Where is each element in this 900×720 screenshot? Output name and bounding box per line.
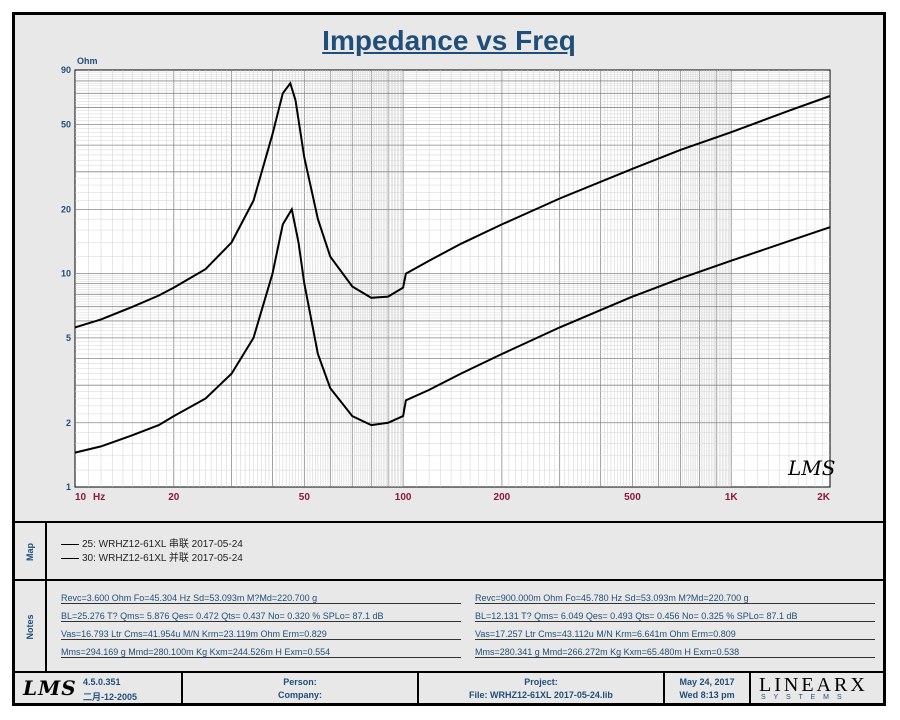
series-2-line <box>74 206 831 454</box>
report-date: May 24, 2017 <box>679 677 735 687</box>
map-entry-2: 30: WRHZ12-61XL 并联 2017-05-24 <box>61 549 243 564</box>
y-tick-label: 50 <box>61 119 71 129</box>
x-tick-label: 1K <box>725 492 739 503</box>
footer-date-cell: May 24, 2017 Wed 8:13 pm <box>665 673 751 705</box>
note-left-1: Revc=3.600 Ohm Fo=45.304 Hz Sd=53.093m M… <box>61 593 461 604</box>
x-tick-label: 10 <box>75 492 87 503</box>
y-tick-label: 20 <box>61 204 71 214</box>
note-left-4: Mms=294.169 g Mmd=280.100m Kg Kxm=244.52… <box>61 647 461 658</box>
note-left-2: BL=25.276 T? Qms= 5.876 Qes= 0.472 Qts= … <box>61 611 461 622</box>
note-right-3: Vas=17.257 Ltr Cms=43.112u M/N Krm=6.641… <box>475 629 875 640</box>
brand-sub: S Y S T E M S <box>761 694 845 701</box>
lms-logo: LMS <box>23 676 77 700</box>
map-entry-1-text: 25: WRHZ12-61XL 串联 2017-05-24 <box>82 539 243 550</box>
company-label: Company: <box>277 690 322 700</box>
impedance-chart: 10 20 50 100 200 500 1K 2K Hz 1 2 5 10 20 50 90 Ohm LMS <box>61 56 835 503</box>
notes-panel: Notes Revc=3.600 Ohm Fo=45.304 Hz Sd=53.… <box>15 579 883 673</box>
note-right-4: Mms=280.341 g Mmd=266.272m Kg Kxm=65.480… <box>475 647 875 658</box>
x-tick-label: 200 <box>494 492 511 503</box>
x-axis-label: Hz <box>93 492 105 503</box>
map-entry-1: 25: WRHZ12-61XL 串联 2017-05-24 <box>61 535 243 550</box>
series-2-swatch <box>61 557 79 559</box>
report-time: Wed 8:13 pm <box>679 690 735 700</box>
map-entry-2-text: 30: WRHZ12-61XL 并联 2017-05-24 <box>82 553 243 564</box>
x-tick-label: 50 <box>299 492 311 503</box>
notes-label-cell: Notes <box>15 581 47 673</box>
footer-version-cell: LMS 4.5.0.351 二月-12-2005 <box>15 673 183 705</box>
footer-bar: LMS 4.5.0.351 二月-12-2005 Person: Company… <box>15 671 883 705</box>
y-tick-label: 90 <box>61 65 71 75</box>
x-tick-label: 100 <box>395 492 412 503</box>
y-tick-label: 10 <box>61 269 71 279</box>
y-tick-label: 1 <box>66 482 71 492</box>
note-right-1: Revc=900.000m Ohm Fo=45.780 Hz Sd=53.093… <box>475 593 875 604</box>
footer-project-cell: Project: File: WRHZ12-61XL 2017-05-24.li… <box>419 673 665 705</box>
chart-title: Impedance vs Freq <box>322 25 576 56</box>
plot-area <box>74 69 831 488</box>
report-frame: Impedance vs Freq 10 20 50 100 200 500 1K 2K Hz 1… <box>12 12 886 706</box>
footer-person-cell: Person: Company: <box>183 673 419 705</box>
note-right-2: BL=12.131 T? Qms= 6.049 Qes= 0.493 Qts= … <box>475 611 875 622</box>
linearx-logo: LINEARX S Y S T E M S <box>751 673 883 705</box>
lms-watermark: LMS <box>787 456 835 480</box>
notes-label: Notes <box>25 614 35 640</box>
series-1-swatch <box>61 543 79 545</box>
y-axis-label: Ohm <box>77 56 98 66</box>
y-tick-label: 2 <box>66 418 71 428</box>
y-tick-label: 5 <box>66 333 71 343</box>
person-label: Person: <box>283 677 317 687</box>
x-tick-label: 20 <box>168 492 180 503</box>
x-tick-label: 500 <box>624 492 641 503</box>
note-left-3: Vas=16.793 Ltr Cms=41.954u M/N Krm=23.11… <box>61 629 461 640</box>
brand-name: LINEARX <box>759 674 868 696</box>
file-label: File: WRHZ12-61XL 2017-05-24.lib <box>469 690 613 700</box>
series-1-line <box>74 81 831 329</box>
map-label-cell: Map <box>15 523 47 581</box>
map-label: Map <box>25 543 35 561</box>
version-number: 4.5.0.351 <box>83 677 121 687</box>
x-tick-label: 2K <box>817 492 831 503</box>
version-date: 二月-12-2005 <box>83 692 138 702</box>
project-label: Project: <box>524 677 558 687</box>
map-panel: Map 25: WRHZ12-61XL 串联 2017-05-24 30: WR… <box>15 521 883 581</box>
